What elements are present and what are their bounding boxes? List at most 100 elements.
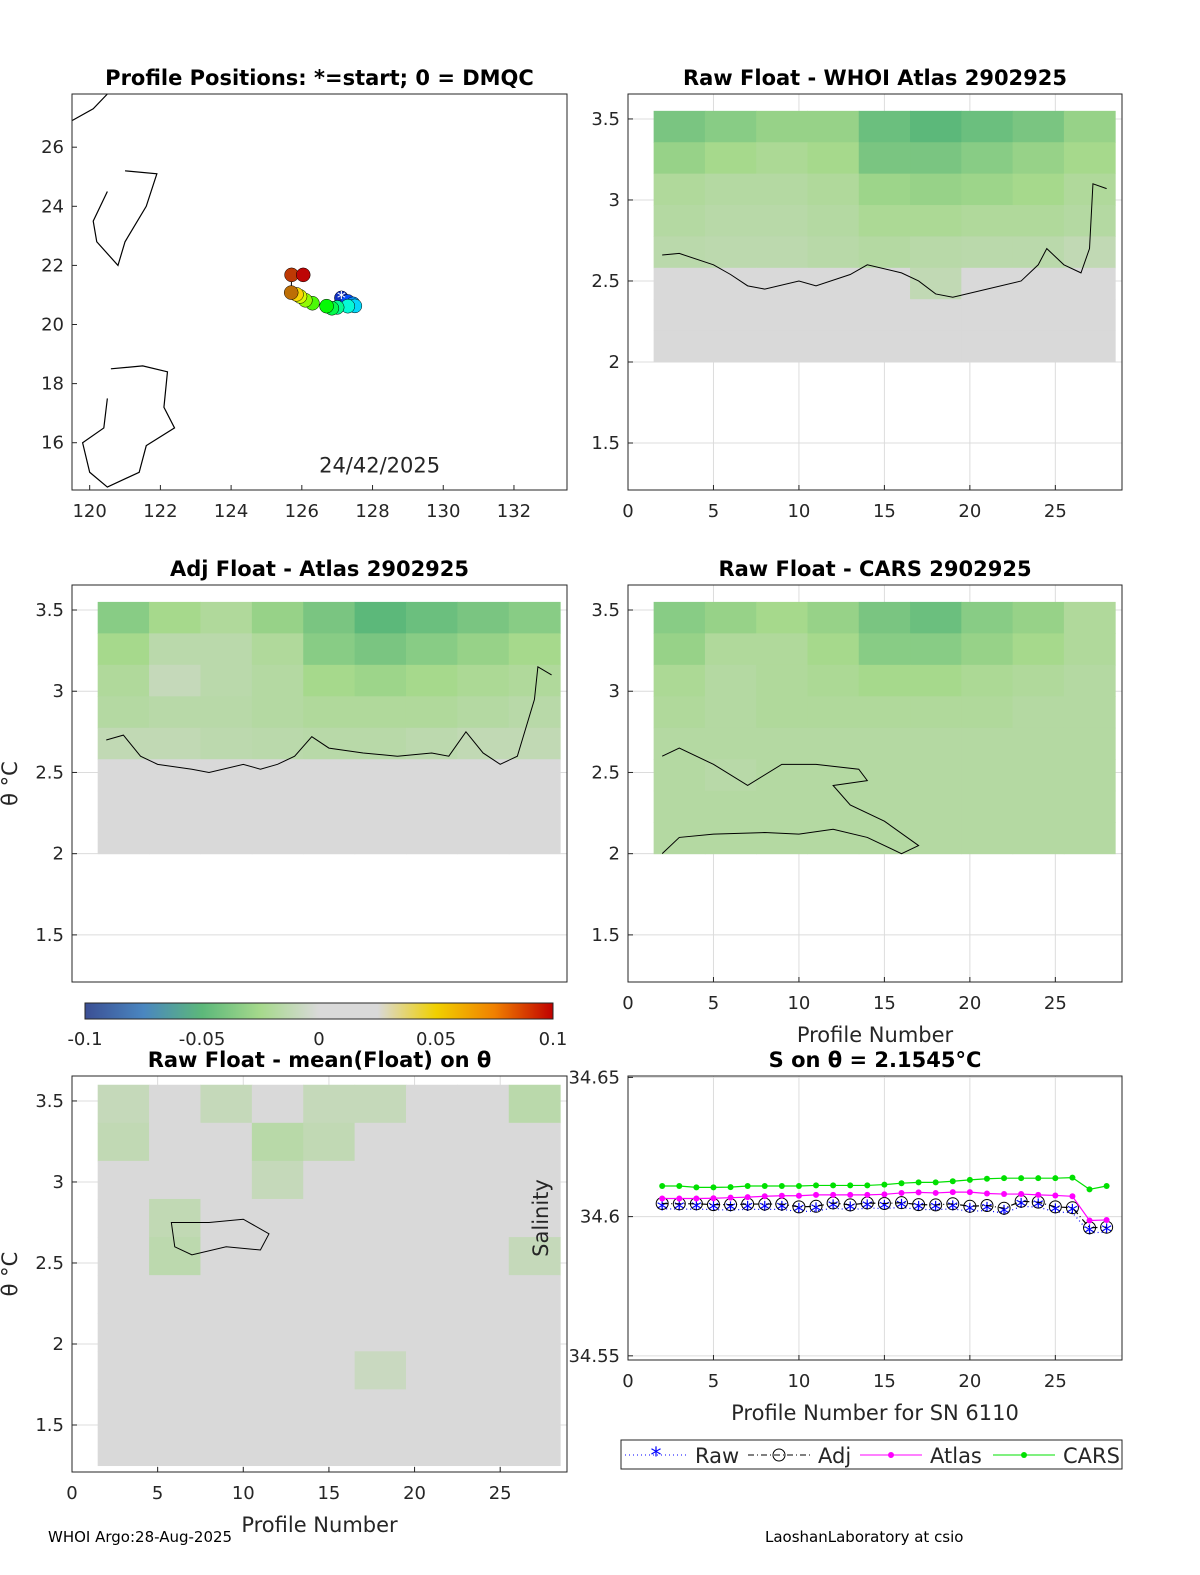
heatmap-cell (200, 1122, 253, 1162)
heatmap-cell (508, 1275, 561, 1314)
heatmap-cell (910, 727, 962, 760)
cars-marker (710, 1184, 717, 1191)
heatmap-cell (961, 267, 1014, 300)
heatmap-cell (910, 601, 962, 634)
heatmap-cell (251, 696, 304, 729)
heatmap-cell (858, 633, 911, 666)
heatmap-cell (508, 1313, 561, 1352)
plot-area (628, 1076, 1122, 1360)
heatmap-cell (807, 822, 860, 855)
colorbar-tick-label: -0.1 (67, 1029, 102, 1050)
heatmap-cell (756, 142, 808, 175)
heatmap-cell (858, 790, 911, 823)
x-axis-label: Profile Number (241, 1513, 398, 1537)
x-tick-label: 126 (285, 501, 319, 522)
heatmap-cell (354, 1313, 407, 1352)
raw-marker: * (879, 1198, 890, 1223)
heatmap-cell (354, 696, 407, 729)
heatmap-cell (200, 696, 253, 729)
heatmap-cell (405, 1275, 458, 1314)
atlas-marker (864, 1191, 871, 1198)
y-tick-label: 18 (41, 374, 64, 395)
axes-box (627, 1075, 1123, 1361)
y-tick-label: 2 (609, 352, 620, 373)
heatmap-cell (1012, 173, 1065, 206)
raw-cars-panel: 0 5 10 15 20 25 1.5 2 2.5 3 3.5 Raw Float - CARS 29… (591, 557, 1123, 1047)
heatmap-cell (97, 664, 150, 697)
heatmap-cell (807, 205, 860, 237)
heatmap-cell (251, 822, 304, 855)
cars-marker (1035, 1175, 1042, 1182)
heatmap-cell (756, 633, 808, 666)
x-tick-label: 15 (873, 501, 896, 522)
heatmap-cell (405, 1389, 458, 1428)
heatmap-cell (1063, 205, 1116, 237)
heatmap-cell (1012, 110, 1065, 143)
heatmap-cell (149, 1351, 201, 1390)
raw-marker: * (657, 1198, 668, 1223)
atlas-marker (693, 1195, 700, 1202)
heatmap-cell (457, 727, 510, 760)
heatmap-cell (756, 110, 808, 143)
raw-marker: * (845, 1199, 856, 1224)
cars-marker (727, 1184, 734, 1191)
heatmap-cell (97, 1427, 150, 1467)
heatmap-cell (354, 633, 407, 666)
heatmap-cell (1063, 267, 1116, 300)
heatmap-cell (97, 1275, 150, 1314)
heatmap-cell (1063, 822, 1116, 855)
heatmap-cell (704, 727, 757, 760)
heatmap-cell (405, 1122, 458, 1162)
heatmap-cell (756, 173, 808, 206)
profile-marker (283, 285, 299, 300)
heatmap-cell (756, 664, 808, 697)
heatmap-cell (457, 1122, 510, 1162)
heatmap-cell (961, 727, 1014, 760)
raw-marker: * (708, 1199, 719, 1224)
heatmap-cell (457, 1237, 510, 1276)
y-tick-label: 2 (53, 844, 64, 865)
adj-marker (963, 1199, 977, 1213)
heatmap-cell (251, 790, 304, 823)
y-tick-label: 3 (609, 681, 620, 702)
heatmap-cell (858, 267, 911, 300)
heatmap-cell (807, 601, 860, 634)
x-tick-label: 15 (873, 1371, 896, 1392)
heatmap-cell (704, 633, 757, 666)
heatmap-cell (303, 1275, 356, 1314)
raw-marker: * (828, 1197, 839, 1222)
heatmap-cell (251, 664, 304, 697)
heatmap-cell (961, 299, 1014, 332)
raw-marker: * (1084, 1222, 1095, 1247)
raw-marker: * (759, 1198, 770, 1223)
cars-marker (1018, 1175, 1025, 1182)
heatmap-cell (807, 633, 860, 666)
y-axis-label: θ °C (0, 761, 22, 806)
heatmap-cell (1012, 205, 1065, 237)
heatmap-cell (149, 1275, 201, 1314)
heatmap-cell (653, 727, 706, 760)
axes-box (627, 93, 1123, 491)
adj-marker (1065, 1201, 1079, 1215)
y-tick-label: 2.5 (591, 762, 620, 783)
cars-marker (830, 1182, 837, 1189)
heatmap-cell (807, 330, 860, 363)
adj-marker (980, 1198, 994, 1212)
cars-marker (744, 1182, 751, 1189)
heatmap-cell (354, 1389, 407, 1428)
heatmap-cell (303, 1084, 356, 1124)
x-tick-label: 15 (873, 993, 896, 1014)
heatmap-cell (756, 299, 808, 332)
heatmap-cell (704, 664, 757, 697)
heatmap-cell (354, 790, 407, 823)
heatmap-cell (704, 205, 757, 237)
heatmap-cell (653, 142, 706, 175)
profile-marker (295, 267, 311, 283)
heatmap-cell (961, 790, 1014, 823)
heatmap-cell (807, 727, 860, 760)
y-axis-label: θ °C (0, 1252, 22, 1297)
x-tick-label: 0 (622, 501, 633, 522)
atlas-marker (676, 1195, 683, 1202)
heatmap-cell (251, 1351, 304, 1390)
heatmap-cell (653, 633, 706, 666)
